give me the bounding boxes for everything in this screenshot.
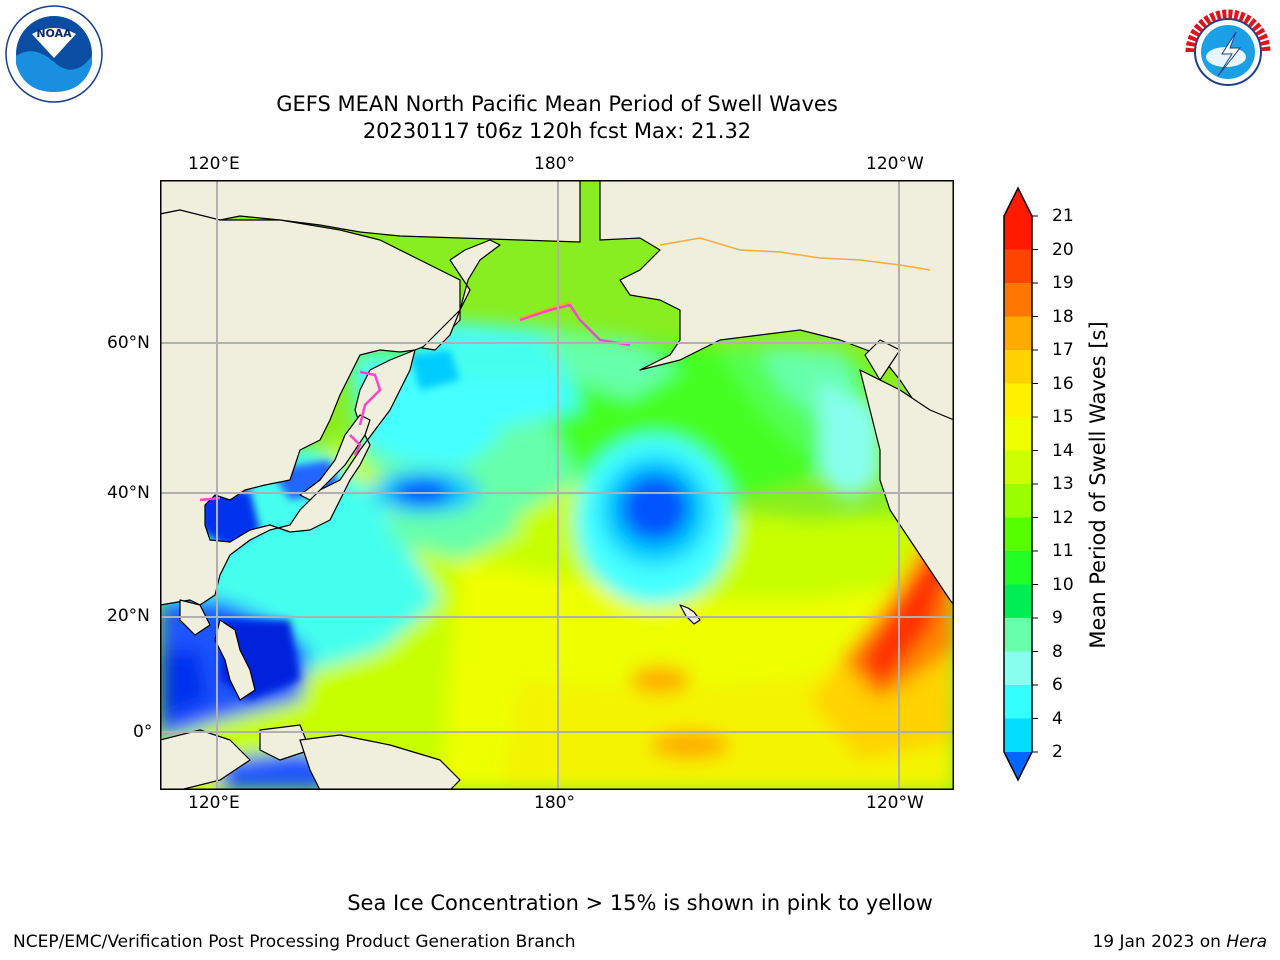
footer-machine: Hera — [1226, 932, 1267, 952]
colorbar-swatch — [1004, 584, 1032, 619]
colorbar-swatch — [1004, 517, 1032, 552]
colorbar-tick-label: 18 — [1052, 306, 1074, 327]
colorbar-extend-max — [1004, 188, 1032, 216]
colorbar — [1003, 186, 1038, 782]
chart-subtitle: 20230117 t06z 120h fcst Max: 21.32 — [362, 119, 752, 143]
land-philippines — [214, 619, 256, 701]
lat-tick-0: 0° — [133, 722, 153, 742]
sea-ice-note: Sea Ice Concentration > 15% is shown in … — [347, 891, 933, 915]
lon-tick-top-120e: 120°E — [188, 154, 240, 174]
colorbar-tick-label: 19 — [1052, 273, 1074, 293]
colorbar-tick-label: 12 — [1052, 507, 1074, 528]
land-new-guinea — [299, 734, 461, 790]
colorbar-swatch — [1004, 383, 1032, 418]
colorbar-swatch — [1004, 316, 1032, 351]
footer-date-text: 19 Jan 2023 on — [1092, 932, 1227, 952]
colorbar-tick-label: 6 — [1052, 675, 1063, 695]
colorbar-tick-label: 16 — [1052, 373, 1074, 394]
land-siberia — [160, 209, 461, 606]
lat-tick-60n: 60°N — [107, 333, 150, 353]
lat-tick-40n: 40°N — [107, 483, 150, 503]
lat-tick-20n: 20°N — [107, 606, 150, 626]
colorbar-swatch — [1004, 350, 1032, 384]
colorbar-tick-label: 4 — [1052, 708, 1063, 729]
colorbar-swatch — [1004, 551, 1032, 585]
colorbar-swatch — [1004, 718, 1032, 753]
lon-tick-top-180: 180° — [534, 154, 575, 174]
colorbar-swatch — [1004, 283, 1032, 317]
graticule — [160, 180, 954, 790]
colorbar-tick-label: 14 — [1052, 440, 1074, 461]
colorbar-tick-label: 21 — [1052, 206, 1074, 226]
land-kamchatka — [421, 239, 501, 351]
colorbar-tick-label: 13 — [1052, 474, 1074, 494]
colorbar-swatch — [1004, 216, 1032, 250]
colorbar-swatch — [1004, 651, 1032, 686]
colorbar-tick-label: 8 — [1052, 641, 1063, 662]
noaa-logo-text: NOAA — [36, 27, 72, 40]
lon-tick-top-120w: 120°W — [866, 154, 924, 174]
colorbar-swatch — [1004, 249, 1032, 284]
map-plot — [160, 180, 954, 790]
noaa-logo: NOAA — [4, 4, 104, 104]
footer-credit: NCEP/EMC/Verification Post Processing Pr… — [13, 932, 576, 952]
colorbar-tick-label: 20 — [1052, 239, 1074, 260]
colorbar-extend-min — [1004, 752, 1032, 780]
colorbar-swatch — [1004, 450, 1032, 485]
chart-title: GEFS MEAN North Pacific Mean Period of S… — [276, 92, 838, 116]
lon-tick-bottom-120e: 120°E — [188, 793, 240, 813]
colorbar-tick-label: 9 — [1052, 608, 1063, 628]
colorbar-swatch — [1004, 618, 1032, 652]
colorbar-swatch — [1004, 484, 1032, 518]
colorbar-tick-label: 15 — [1052, 407, 1074, 427]
colorbar-tick-label: 2 — [1052, 742, 1063, 762]
colorbar-tick-label: 17 — [1052, 340, 1074, 360]
colorbar-swatch — [1004, 685, 1032, 719]
colorbar-tick-label: 10 — [1052, 574, 1074, 595]
lon-tick-bottom-120w: 120°W — [866, 793, 924, 813]
footer-date: 19 Jan 2023 on Hera — [1092, 932, 1267, 952]
nws-logo — [1178, 2, 1278, 102]
colorbar-tick-label: 11 — [1052, 541, 1074, 561]
lon-tick-bottom-180: 180° — [534, 793, 575, 813]
colorbar-swatch — [1004, 417, 1032, 451]
